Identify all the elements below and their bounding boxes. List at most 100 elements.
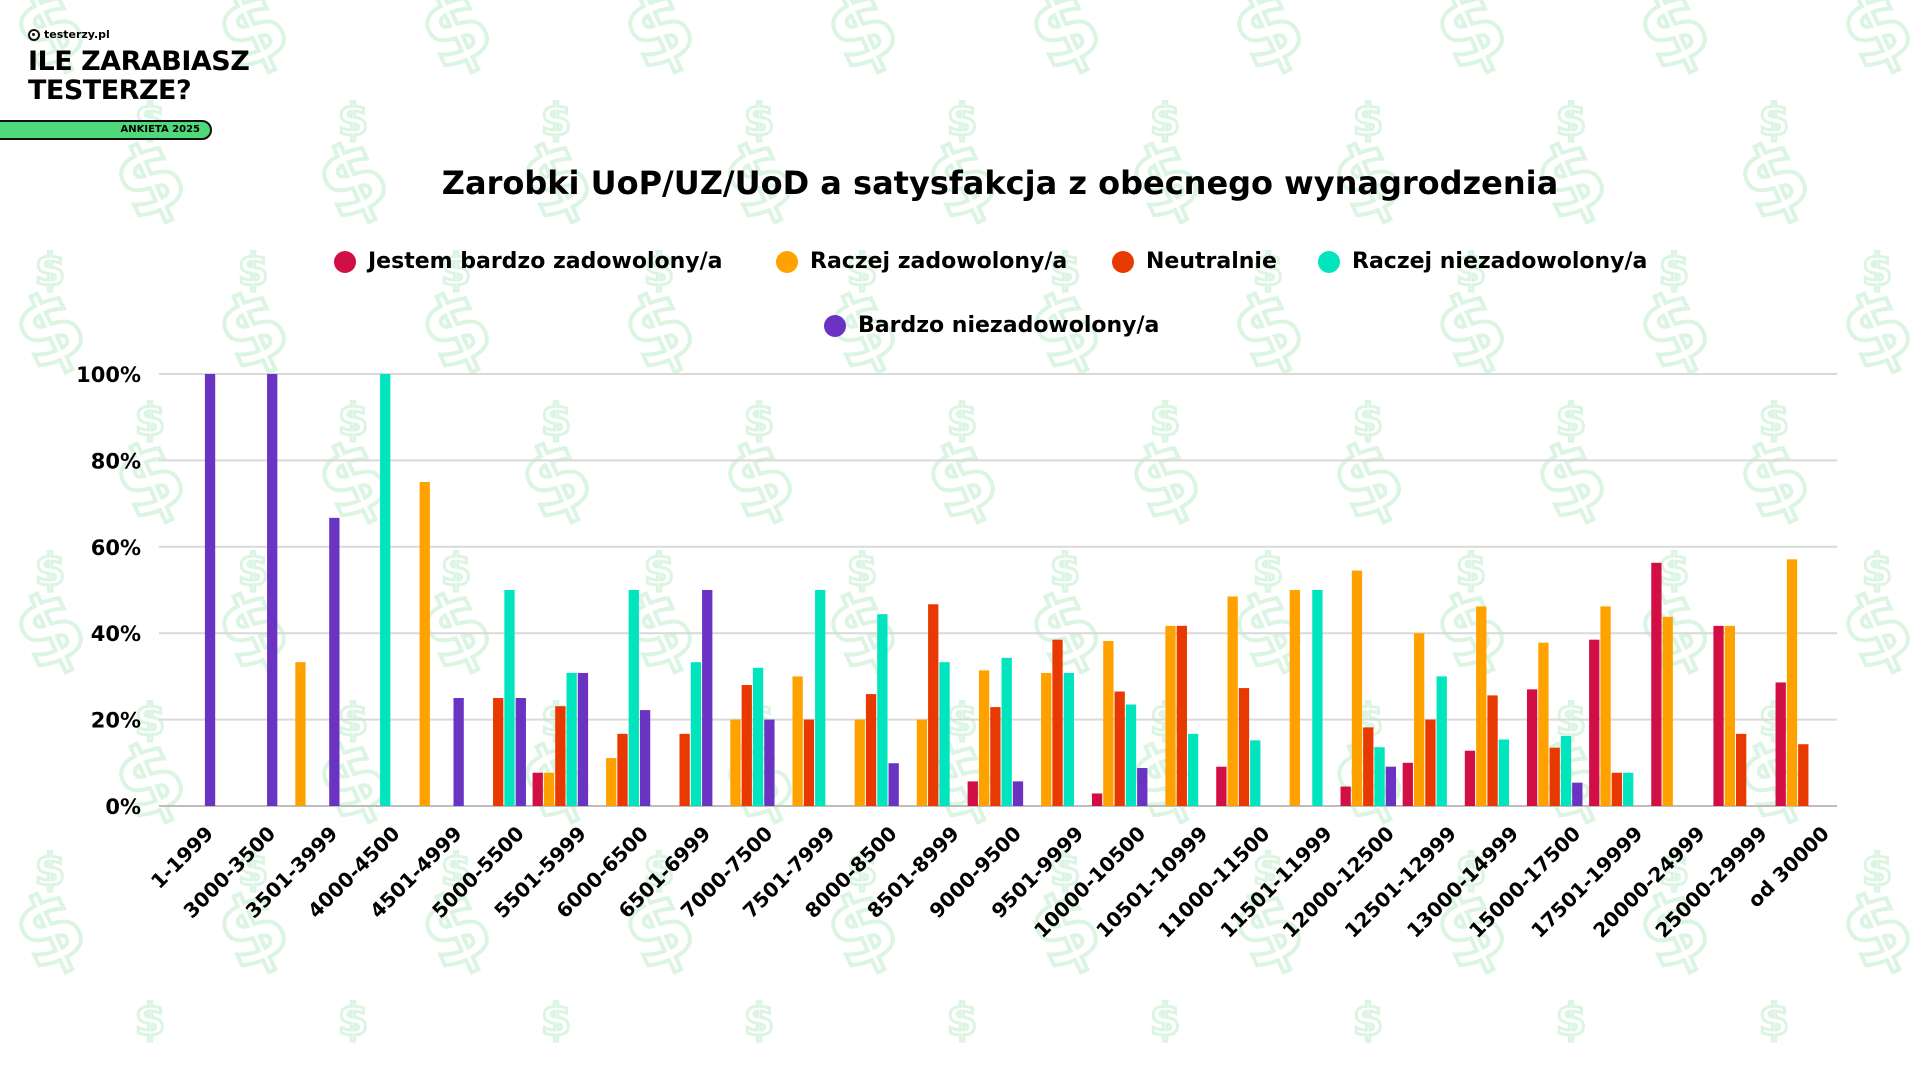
legend-item-3: Raczej niezadowolony/a xyxy=(1318,249,1647,274)
legend-item-1: Raczej zadowolony/a xyxy=(776,249,1067,274)
bar xyxy=(792,676,803,806)
bar-group xyxy=(380,374,391,806)
legend-item-4: Bardzo niezadowolony/a xyxy=(824,313,1159,338)
legend-dot-very-satisfied xyxy=(334,250,356,273)
bar-group xyxy=(295,517,340,806)
dollar-bg-icon-small: $ xyxy=(947,995,978,1046)
y-tick-label: 40% xyxy=(91,622,141,646)
bar xyxy=(555,706,566,806)
bar xyxy=(752,667,764,806)
bar xyxy=(1374,747,1385,806)
y-tick-label: 0% xyxy=(105,795,141,819)
bar xyxy=(1114,691,1125,806)
dollar-bg-icon-small: $ xyxy=(847,245,878,296)
bar-group xyxy=(792,590,826,806)
x-tick-label: 11501-11999 xyxy=(1215,821,1336,942)
bar xyxy=(1775,682,1786,806)
bar xyxy=(1063,672,1074,806)
bar xyxy=(1476,606,1487,806)
dollar-bg-icon-small: $ xyxy=(1150,395,1181,446)
bar xyxy=(380,374,391,806)
legend-label: Raczej niezadowolony/a xyxy=(1352,249,1648,274)
dollar-bg-icon-small: $ xyxy=(1456,245,1487,296)
brand-header: testerzy.pl ILE ZARABIASZ TESTERZE? xyxy=(28,28,250,105)
dollar-bg-icon-small: $ xyxy=(541,995,572,1046)
legend-item-2: Neutralnie xyxy=(1112,249,1277,274)
bar xyxy=(1250,740,1261,806)
x-tick-label: 10000-10500 xyxy=(1029,821,1150,942)
bar xyxy=(453,698,464,806)
bar-group xyxy=(1165,625,1199,806)
legend-label: Bardzo niezadowolony/a xyxy=(858,313,1160,338)
legend-dot-rather-unsatisfied xyxy=(1318,250,1340,273)
bar-group xyxy=(1041,639,1074,806)
brand-title-line1: ILE ZARABIASZ xyxy=(28,46,250,77)
dollar-bg-icon-small: $ xyxy=(35,545,66,596)
bar xyxy=(1238,688,1250,806)
dollar-bg-icon-small: $ xyxy=(1050,845,1081,896)
bar xyxy=(617,733,628,806)
dollar-bg-icon-small: $ xyxy=(338,95,369,146)
dollar-bg-icon-small: $ xyxy=(1556,95,1587,146)
dollar-bg-icon-small: $ xyxy=(1050,245,1081,296)
survey-badge: ANKIETA 2025 xyxy=(0,120,212,140)
dollar-bg-icon-small: $ xyxy=(541,395,572,446)
bar-group xyxy=(606,590,651,806)
bar xyxy=(764,719,775,806)
bar-group xyxy=(854,614,899,806)
bar-group xyxy=(532,672,589,806)
x-tick-label: 13000-14999 xyxy=(1402,821,1523,942)
legend-label: Jestem bardzo zadowolony/a xyxy=(368,249,723,274)
dollar-bg-icon-small: $ xyxy=(744,995,775,1046)
y-tick-label: 100% xyxy=(76,363,141,387)
bar xyxy=(504,590,515,806)
bar-group xyxy=(1464,606,1510,806)
bar xyxy=(577,672,589,806)
dollar-bg-icon-small: $ xyxy=(1759,95,1790,146)
bar xyxy=(493,698,504,806)
bar-group xyxy=(419,482,464,806)
bar xyxy=(967,781,978,806)
bar xyxy=(1713,625,1724,806)
y-tick-label: 80% xyxy=(91,449,141,473)
dollar-bg-icon-small: $ xyxy=(947,95,978,146)
bar-group xyxy=(916,604,950,806)
x-tick-label: 12000-12500 xyxy=(1278,821,1399,942)
dollar-bg-icon-small: $ xyxy=(338,395,369,446)
dollar-bg-icon-small: $ xyxy=(238,245,269,296)
legend-label: Raczej zadowolony/a xyxy=(810,249,1068,274)
bar xyxy=(1227,596,1238,806)
dollar-bg-icon-small: $ xyxy=(947,395,978,446)
bar-group xyxy=(1091,640,1148,806)
x-tick-label: 15000-17500 xyxy=(1464,821,1585,942)
bar xyxy=(815,590,826,806)
bar xyxy=(702,590,713,806)
bar xyxy=(515,698,526,806)
bar-group xyxy=(967,657,1024,806)
legend-item-0: Jestem bardzo zadowolony/a xyxy=(334,249,722,274)
dollar-bg-icon-small: $ xyxy=(35,245,66,296)
bar xyxy=(1413,633,1425,806)
bar xyxy=(1187,733,1199,806)
dollar-bg-icon-small: $ xyxy=(1353,995,1384,1046)
bar-group xyxy=(267,374,278,806)
x-tick-label: 11000-11500 xyxy=(1153,821,1274,942)
bar xyxy=(730,719,741,806)
bar xyxy=(1363,727,1374,806)
bar-group xyxy=(1775,559,1809,806)
legend-label: Neutralnie xyxy=(1146,249,1277,274)
bar-group xyxy=(1713,625,1747,806)
dollar-bg-icon-small: $ xyxy=(441,545,472,596)
dollar-bg-icon-small: $ xyxy=(1150,95,1181,146)
dollar-bg-icon-small: $ xyxy=(644,245,675,296)
brand-logo: testerzy.pl xyxy=(28,28,249,41)
bar xyxy=(1385,766,1397,806)
bar xyxy=(990,707,1001,806)
dollar-bg-icon-small: $ xyxy=(135,995,166,1046)
dollar-bg-icon-small: $ xyxy=(644,545,675,596)
bar xyxy=(865,694,877,806)
legend-dot-very-unsatisfied xyxy=(824,314,846,337)
dollar-bg-icon-small: $ xyxy=(744,395,775,446)
